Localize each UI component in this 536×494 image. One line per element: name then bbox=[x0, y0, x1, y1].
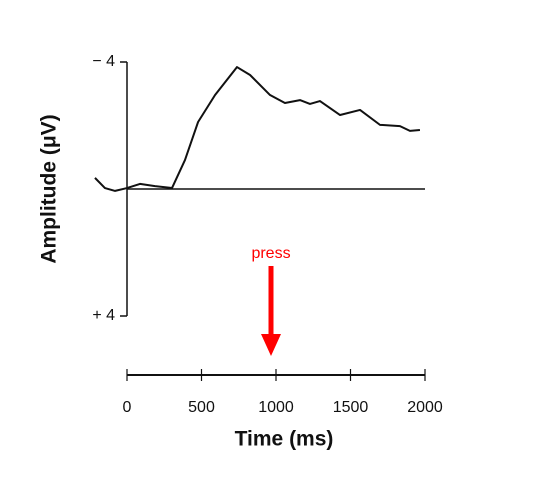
y-axis-title: Amplitude (μV) bbox=[38, 114, 61, 263]
annotation-label: press bbox=[251, 245, 290, 262]
y-tick-label: + 4 bbox=[92, 307, 115, 324]
x-tick-label: 500 bbox=[188, 399, 215, 416]
x-tick-label: 1000 bbox=[258, 399, 294, 416]
x-tick-label: 1500 bbox=[333, 399, 369, 416]
annotation-arrow-head bbox=[261, 334, 281, 356]
x-tick-label: 2000 bbox=[407, 399, 443, 416]
y-tick-label: − 4 bbox=[92, 53, 115, 70]
x-tick-label: 0 bbox=[123, 399, 132, 416]
line-series bbox=[94, 66, 421, 192]
x-axis-title: Time (ms) bbox=[235, 428, 334, 451]
